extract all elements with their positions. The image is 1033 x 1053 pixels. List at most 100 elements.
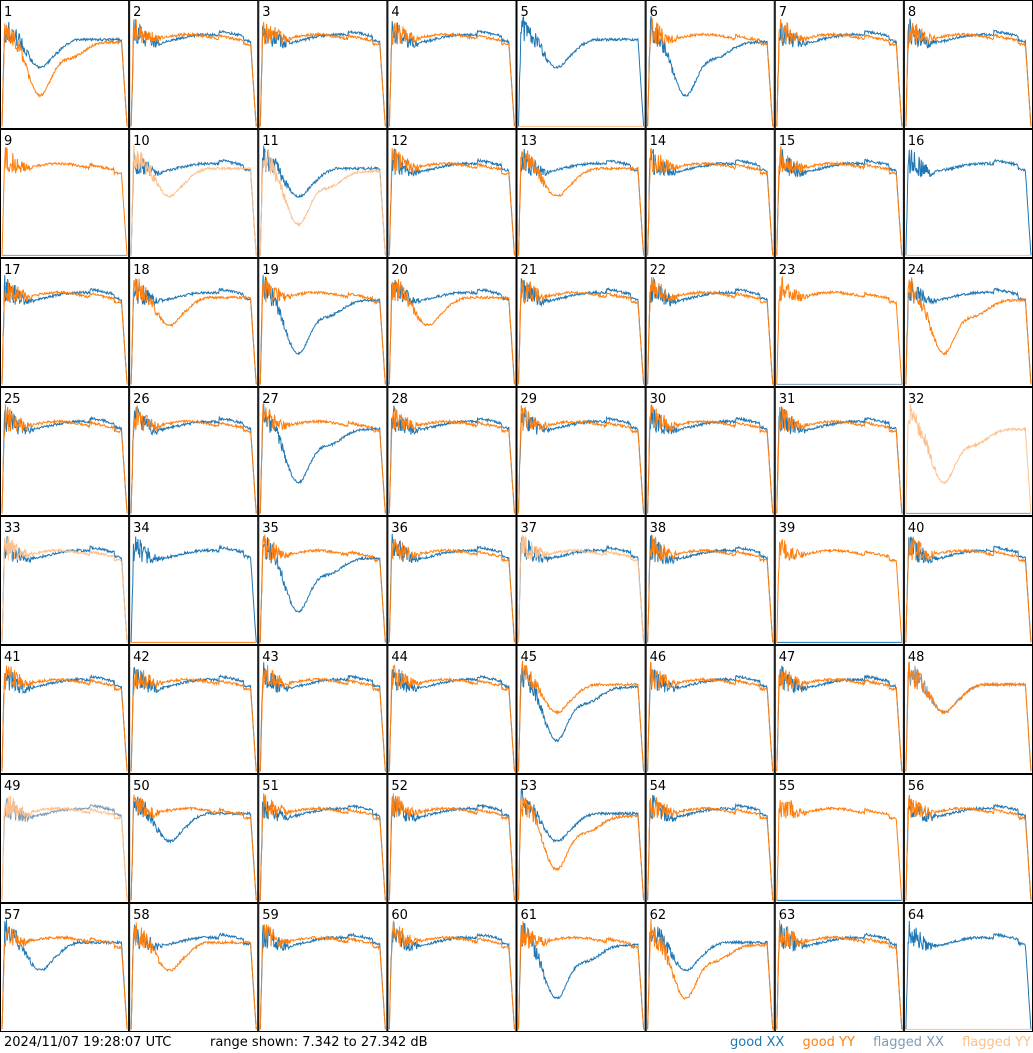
tile-label: 55	[779, 779, 796, 794]
series-xx-line	[130, 407, 257, 514]
tile-label: 51	[262, 779, 279, 794]
tile-frame	[903, 516, 1033, 645]
series-xx-line	[259, 800, 386, 901]
series-xx-line	[647, 669, 774, 772]
series-yy-line	[388, 920, 515, 1030]
tile-label: 13	[521, 134, 538, 149]
tile-label: 54	[650, 779, 667, 794]
spectrum-tile-34: 34	[129, 516, 259, 645]
spectrum-tile-44: 44	[387, 645, 517, 774]
spectrum-tile-9: 9	[0, 129, 130, 258]
spectrum-tile-27: 27	[258, 387, 388, 516]
tile-frame	[774, 645, 904, 774]
spectrum-tile-53: 53	[516, 774, 646, 903]
tile-label: 28	[391, 392, 408, 407]
spectrum-tile-7: 7	[774, 0, 904, 129]
tile-label: 52	[391, 779, 408, 794]
tile-frame	[645, 0, 775, 129]
spectrum-tile-50: 50	[129, 774, 259, 903]
tile-frame	[387, 645, 517, 774]
series-yy-line	[1, 665, 128, 772]
spectrum-tile-61: 61	[516, 903, 646, 1032]
tile-label: 9	[4, 134, 12, 149]
legend-good-yy: good YY	[802, 1035, 855, 1050]
series-yy-line	[647, 918, 774, 1030]
spectrum-tile-52: 52	[387, 774, 517, 903]
tile-label: 16	[908, 134, 925, 149]
tile-frame	[516, 645, 646, 774]
series-xx-line	[518, 922, 645, 1030]
tile-frame	[387, 387, 517, 516]
series-yy-line	[776, 146, 903, 256]
tile-frame	[0, 645, 130, 774]
tile-frame	[903, 645, 1033, 774]
series-yy-line	[518, 796, 645, 901]
spectrum-tile-19: 19	[258, 258, 388, 387]
tile-label: 11	[262, 134, 279, 149]
tile-frame	[774, 0, 904, 129]
series-yy-line	[1, 536, 128, 643]
tile-label: 41	[4, 650, 21, 665]
series-yy-line	[130, 922, 257, 1030]
spectrum-tile-40: 40	[903, 516, 1033, 645]
tile-label: 59	[262, 908, 279, 923]
tile-frame	[387, 129, 517, 258]
series-yy-line	[130, 794, 257, 901]
series-yy-line	[388, 279, 515, 385]
tile-label: 12	[391, 134, 408, 149]
tile-label: 31	[779, 392, 796, 407]
tile-frame	[774, 903, 904, 1032]
spectrum-tile-57: 57	[0, 903, 130, 1032]
series-yy-line	[259, 924, 386, 1030]
tile-frame	[774, 129, 904, 258]
spectrum-tile-5: 5	[516, 0, 646, 129]
series-yy-line	[388, 147, 515, 256]
series-yy-line	[1, 147, 128, 256]
tile-label: 3	[262, 5, 270, 20]
tile-frame	[129, 258, 259, 387]
tile-frame	[129, 129, 259, 258]
tile-label: 58	[133, 908, 150, 923]
series-yy-line	[130, 669, 257, 772]
spectrum-tile-21: 21	[516, 258, 646, 387]
tile-frame	[0, 774, 130, 903]
tile-label: 25	[4, 392, 21, 407]
tile-label: 18	[133, 263, 150, 278]
series-xx-line	[388, 148, 515, 256]
tile-frame	[516, 387, 646, 516]
spectrum-tile-8: 8	[903, 0, 1033, 129]
series-yy-line	[776, 919, 903, 1030]
tile-label: 38	[650, 521, 667, 536]
spectrum-tile-47: 47	[774, 645, 904, 774]
spectrum-tile-45: 45	[516, 645, 646, 774]
tile-frame	[903, 0, 1033, 129]
tile-frame	[903, 774, 1033, 903]
series-yy-line	[647, 661, 774, 772]
range-readout: range shown: 7.342 to 27.342 dB	[210, 1035, 428, 1050]
tile-frame	[774, 387, 904, 516]
spectrum-tile-12: 12	[387, 129, 517, 258]
tile-frame	[387, 516, 517, 645]
tile-label: 32	[908, 392, 925, 407]
legend: good XX good YY flagged XX flagged YY	[716, 1035, 1031, 1050]
series-yy-line	[905, 277, 1032, 385]
series-yy-line	[518, 280, 645, 385]
tile-frame	[903, 129, 1033, 258]
series-yy-line	[1, 404, 128, 514]
series-yy-line	[259, 277, 386, 385]
spectrum-tile-33: 33	[0, 516, 130, 645]
tile-label: 8	[908, 5, 916, 20]
spectrum-tile-37: 37	[516, 516, 646, 645]
spectrum-tile-13: 13	[516, 129, 646, 258]
spectrum-tile-17: 17	[0, 258, 130, 387]
tile-label: 22	[650, 263, 667, 278]
series-yy-line	[905, 794, 1032, 901]
series-yy-line	[259, 403, 386, 514]
tile-label: 1	[4, 5, 12, 20]
series-xx-line	[518, 15, 645, 127]
tile-label: 24	[908, 263, 925, 278]
series-yy-line	[518, 405, 645, 514]
tile-frame	[645, 129, 775, 258]
spectrum-tile-25: 25	[0, 387, 130, 516]
